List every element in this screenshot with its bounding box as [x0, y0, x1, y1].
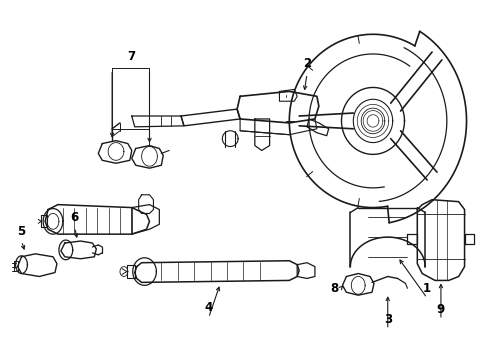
Text: 9: 9 — [437, 303, 445, 316]
Text: 2: 2 — [303, 57, 311, 70]
Text: 3: 3 — [384, 313, 392, 326]
Text: 5: 5 — [17, 225, 25, 238]
Text: 4: 4 — [204, 301, 213, 315]
Text: 1: 1 — [423, 282, 431, 295]
Text: 7: 7 — [128, 50, 136, 63]
Text: 8: 8 — [330, 282, 339, 295]
Text: 6: 6 — [71, 211, 79, 224]
